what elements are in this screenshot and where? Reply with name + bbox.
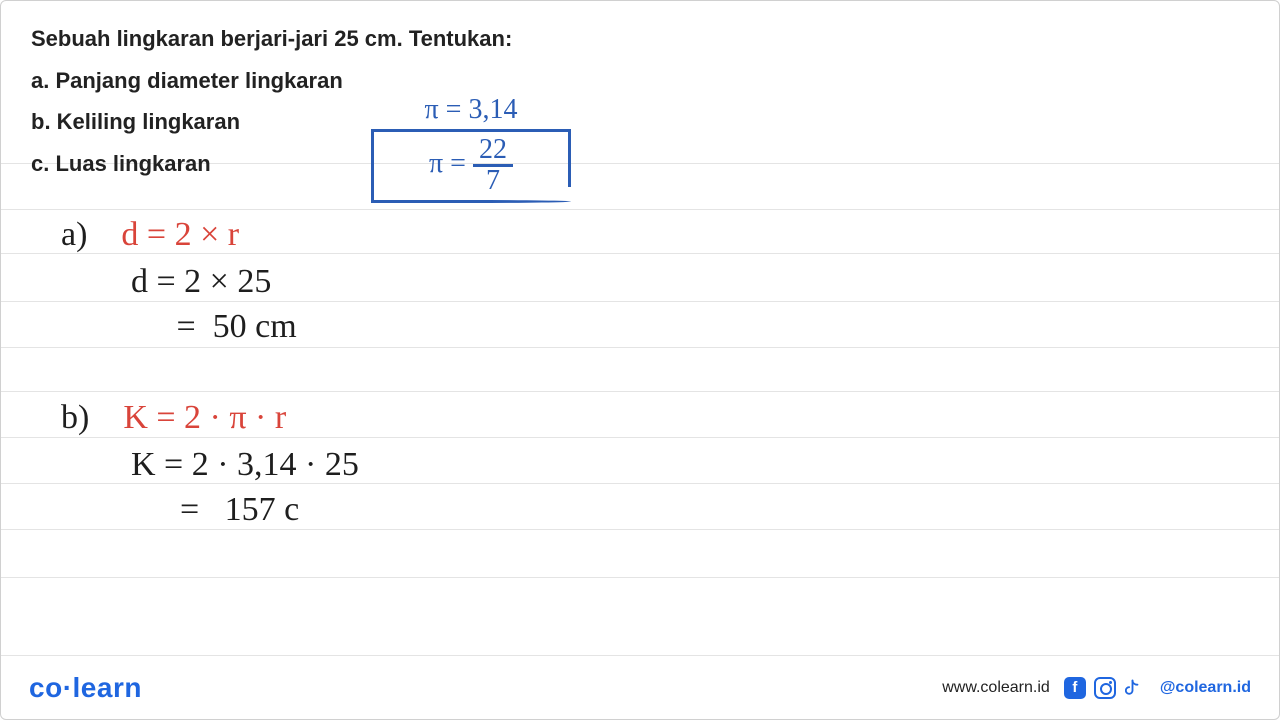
pi-fraction-value: 227: [473, 136, 513, 195]
website-url: www.colearn.id: [942, 679, 1050, 697]
pi-fraction-lhs: π =: [429, 148, 473, 179]
formula-b: K = 2 · π · r: [123, 399, 286, 436]
rule-line: [1, 209, 1279, 210]
brand-logo: co·learn: [29, 672, 142, 704]
part-label-a: a): [61, 216, 87, 253]
solution-a-line1: a) d = 2 × r: [61, 216, 239, 254]
solution-b-line1: b) K = 2 · π · r: [61, 399, 286, 437]
rule-line: [1, 577, 1279, 578]
social-handle: @colearn.id: [1160, 679, 1251, 697]
pi-reference-box: π = 3,14 π = 227: [371, 93, 571, 201]
tiktok-icon: [1124, 677, 1146, 699]
fraction-numerator: 22: [473, 136, 513, 167]
box-bottom-border: [371, 200, 571, 203]
logo-learn: learn: [73, 672, 142, 703]
solution-b-line2: K = 2 · 3,14 · 25: [131, 446, 359, 484]
formula-a: d = 2 × r: [121, 216, 239, 253]
rule-line: [1, 529, 1279, 530]
logo-dot: ·: [63, 672, 73, 703]
pi-fraction: π = 227: [371, 132, 571, 201]
rule-line: [1, 347, 1279, 348]
facebook-icon: f: [1064, 677, 1086, 699]
rule-line: [1, 391, 1279, 392]
solution-b-line3: = 157 c: [146, 491, 299, 529]
problem-title: Sebuah lingkaran berjari-jari 25 cm. Ten…: [31, 19, 512, 59]
logo-co: co: [29, 672, 63, 703]
instagram-icon: [1094, 677, 1116, 699]
rule-line: [1, 437, 1279, 438]
solution-a-line3: = 50 cm: [151, 308, 297, 346]
rule-line: [1, 301, 1279, 302]
pi-decimal: π = 3,14: [371, 93, 571, 132]
solution-a-line2: d = 2 × 25: [131, 263, 271, 301]
footer-right: www.colearn.id f @colearn.id: [942, 677, 1251, 699]
part-label-b: b): [61, 399, 89, 436]
page: Sebuah lingkaran berjari-jari 25 cm. Ten…: [0, 0, 1280, 720]
fraction-denominator: 7: [473, 167, 513, 195]
footer: co·learn www.colearn.id f @colearn.id: [1, 655, 1279, 719]
social-icons: f: [1064, 677, 1146, 699]
